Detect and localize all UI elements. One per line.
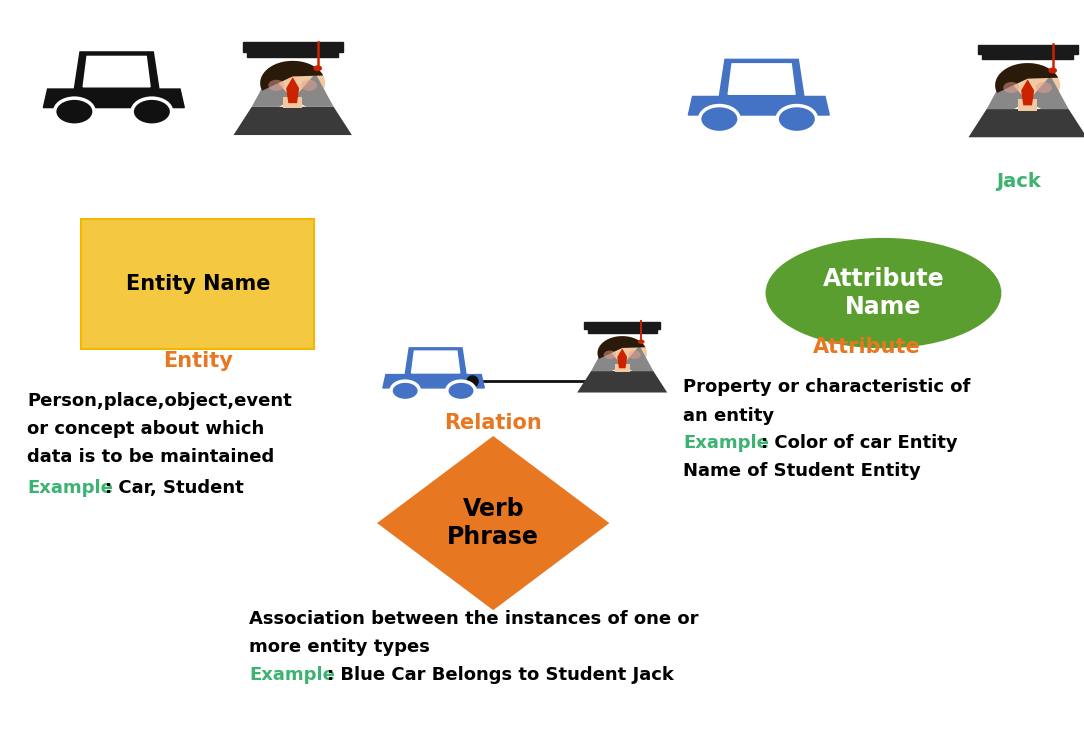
Circle shape: [597, 336, 647, 370]
FancyBboxPatch shape: [243, 42, 343, 52]
Circle shape: [313, 65, 322, 71]
Polygon shape: [591, 346, 622, 371]
FancyBboxPatch shape: [283, 97, 302, 108]
Circle shape: [638, 340, 645, 344]
FancyBboxPatch shape: [1018, 99, 1037, 111]
Polygon shape: [43, 52, 184, 108]
Circle shape: [604, 350, 616, 359]
Polygon shape: [286, 77, 299, 103]
Text: Attribute
Name: Attribute Name: [823, 267, 944, 319]
Text: Example: Example: [683, 434, 769, 452]
FancyBboxPatch shape: [584, 322, 660, 329]
Text: data is to be maintained: data is to be maintained: [27, 448, 274, 466]
Polygon shape: [688, 59, 829, 115]
Polygon shape: [986, 76, 1028, 109]
Circle shape: [391, 381, 420, 401]
Polygon shape: [578, 371, 667, 393]
Text: more entity types: more entity types: [249, 638, 430, 656]
FancyBboxPatch shape: [247, 51, 338, 57]
Polygon shape: [1028, 76, 1069, 109]
Circle shape: [1048, 68, 1057, 73]
Text: Jack: Jack: [996, 171, 1042, 191]
Polygon shape: [617, 349, 628, 368]
Circle shape: [269, 79, 284, 91]
Circle shape: [699, 105, 739, 133]
Text: : Car, Student: : Car, Student: [105, 479, 244, 496]
Text: an entity: an entity: [683, 407, 774, 424]
Polygon shape: [83, 56, 150, 87]
Circle shape: [1035, 82, 1053, 93]
Polygon shape: [412, 351, 460, 373]
Text: or concept about which: or concept about which: [27, 420, 264, 438]
Text: Property or characteristic of: Property or characteristic of: [683, 378, 970, 396]
Polygon shape: [968, 109, 1084, 137]
Circle shape: [777, 105, 816, 133]
Text: Example: Example: [27, 479, 113, 496]
Circle shape: [995, 63, 1060, 108]
Polygon shape: [379, 438, 607, 608]
Text: : Color of car Entity: : Color of car Entity: [761, 434, 957, 452]
Polygon shape: [622, 346, 654, 371]
FancyBboxPatch shape: [81, 219, 314, 349]
Polygon shape: [251, 73, 293, 107]
Polygon shape: [383, 348, 485, 388]
FancyBboxPatch shape: [588, 329, 657, 333]
Circle shape: [260, 61, 325, 105]
FancyBboxPatch shape: [978, 45, 1077, 54]
Polygon shape: [995, 63, 1058, 93]
Polygon shape: [293, 73, 334, 107]
Circle shape: [301, 79, 318, 91]
Circle shape: [54, 98, 94, 125]
Polygon shape: [728, 64, 795, 94]
Text: Name of Student Entity: Name of Student Entity: [683, 462, 920, 480]
Circle shape: [132, 98, 171, 125]
FancyBboxPatch shape: [982, 53, 1073, 59]
Text: Verb
Phrase: Verb Phrase: [448, 497, 539, 549]
Text: Person,place,object,event: Person,place,object,event: [27, 392, 292, 410]
Text: Association between the instances of one or: Association between the instances of one…: [249, 610, 699, 628]
Polygon shape: [233, 107, 352, 135]
Text: Entity Name: Entity Name: [126, 274, 270, 294]
Text: Relation: Relation: [444, 413, 542, 433]
Text: : Blue Car Belongs to Student Jack: : Blue Car Belongs to Student Jack: [327, 666, 674, 683]
Circle shape: [1004, 82, 1019, 93]
FancyBboxPatch shape: [615, 364, 630, 372]
Ellipse shape: [766, 239, 999, 347]
Text: Example: Example: [249, 666, 335, 683]
Text: Attribute: Attribute: [813, 338, 921, 357]
Polygon shape: [260, 61, 323, 91]
Circle shape: [447, 381, 475, 401]
Circle shape: [629, 350, 641, 359]
Text: Entity: Entity: [164, 352, 233, 371]
Polygon shape: [1021, 79, 1034, 105]
Polygon shape: [597, 336, 645, 359]
